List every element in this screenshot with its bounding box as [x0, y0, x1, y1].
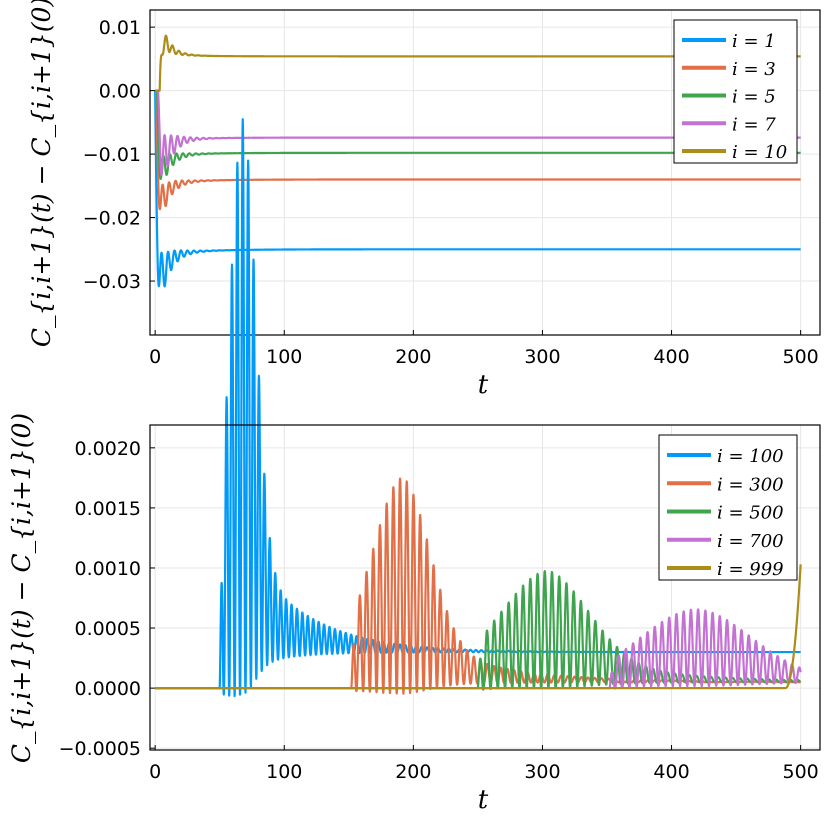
- series-line-i3: [154, 89, 802, 211]
- bottom-legend: i = 100 i = 300 i = 500 i = 700 i = 999: [658, 434, 798, 581]
- top-ticks: 0 100 200 300 400 500 0.01 0.00 −0.01 −0.02 −0.03: [83, 17, 819, 368]
- y-tick-label: −0.0005: [59, 738, 141, 760]
- legend-label: i = 100: [717, 446, 784, 467]
- legend-label: i = 999: [717, 559, 784, 580]
- x-tick-label: 100: [266, 761, 302, 783]
- bottom-series-lines: [154, 118, 802, 698]
- x-tick-label: 500: [783, 346, 819, 368]
- bottom-ticks: 0 100 200 300 400 500 0.0020 0.0015 0.0010 0.0005…: [59, 438, 819, 783]
- x-tick-label: 200: [395, 346, 431, 368]
- top-y-axis-label: C_{i,i+1}(t) − C_{i,i+1}(0): [27, 0, 56, 347]
- y-tick-label: 0.01: [99, 17, 141, 39]
- legend-box: [658, 434, 798, 581]
- x-tick-label: 0: [149, 761, 161, 783]
- legend-label: i = 5: [732, 87, 776, 108]
- y-tick-label: 0.0010: [75, 558, 141, 580]
- series-line-i999: [154, 564, 802, 690]
- x-tick-label: 300: [524, 346, 560, 368]
- x-tick-label: 100: [266, 346, 302, 368]
- x-tick-label: 200: [395, 761, 431, 783]
- legend-label: i = 700: [717, 531, 784, 552]
- legend-label: i = 1: [732, 31, 776, 52]
- y-tick-label: −0.02: [83, 208, 141, 230]
- series-line-i1: [154, 90, 802, 288]
- y-tick-label: −0.01: [83, 144, 141, 166]
- top-legend: i = 1 i = 3 i = 5 i = 7 i = 10: [673, 19, 798, 164]
- bottom-x-axis-label: t: [478, 785, 489, 815]
- bottom-y-axis-label: C_{i,i+1}(t) − C_{i,i+1}(0): [7, 413, 36, 763]
- legend-label: i = 7: [732, 114, 776, 135]
- series-line-i100: [154, 118, 802, 698]
- x-tick-label: 300: [524, 761, 560, 783]
- top-x-axis-label: t: [478, 370, 489, 400]
- x-tick-label: 500: [783, 761, 819, 783]
- y-tick-label: 0.0015: [75, 498, 141, 520]
- legend-label: i = 3: [732, 59, 776, 80]
- y-tick-label: 0.0005: [75, 618, 141, 640]
- legend-label: i = 300: [717, 474, 784, 495]
- legend-label: i = 500: [717, 503, 784, 524]
- top-plot-frame: [149, 9, 821, 336]
- x-tick-label: 400: [653, 761, 689, 783]
- y-tick-label: −0.03: [83, 271, 141, 293]
- bottom-plot-frame: [149, 424, 821, 751]
- y-tick-label: 0.00: [99, 81, 141, 103]
- x-tick-label: 400: [653, 346, 689, 368]
- x-tick-label: 0: [149, 346, 161, 368]
- top-panel: 0 100 200 300 400 5000.010.00−0.01−0.02−0.03 …: [27, 0, 821, 400]
- legend-box: [673, 19, 798, 164]
- legend-label: i = 10: [732, 142, 787, 163]
- bottom-panel: 0 100 200 300 400 500 0.0020 0.0015 0.0010 0.0005…: [7, 118, 821, 815]
- y-tick-label: 0.0000: [75, 678, 141, 700]
- y-tick-label: 0.0020: [75, 438, 141, 460]
